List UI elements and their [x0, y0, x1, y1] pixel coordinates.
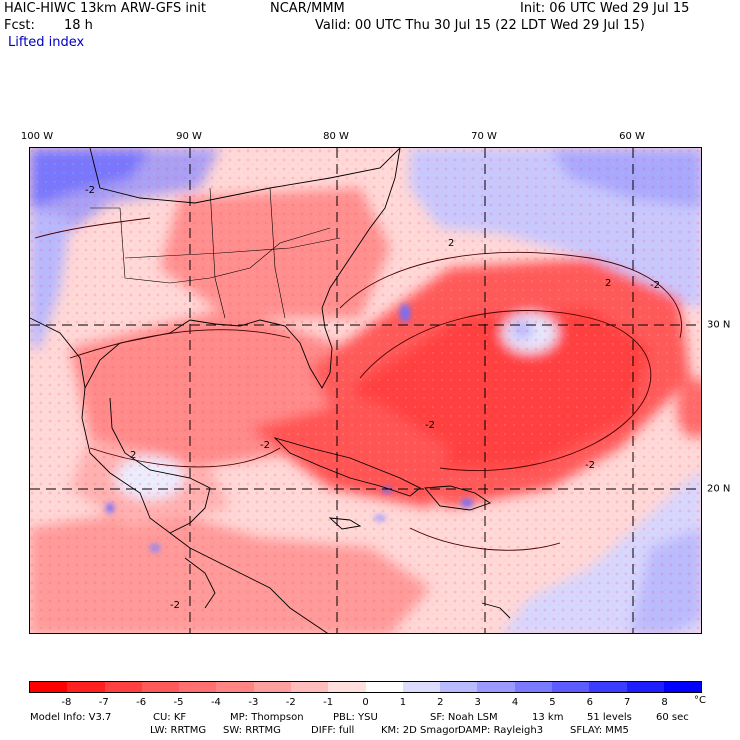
- footer-resolution: 13 km: [532, 712, 564, 723]
- colorbar-tick-label: -6: [136, 697, 147, 708]
- colorbar-tick-label: 1: [399, 697, 407, 708]
- colorbar-segment: [402, 682, 441, 692]
- colorbar-segment: [216, 682, 254, 692]
- colorbar-segment: [663, 682, 702, 692]
- state-borders: [90, 187, 341, 319]
- colorbar-segment: [328, 682, 366, 692]
- colorbar-tick-label: 6: [586, 697, 594, 708]
- footer-model-info: Model Info: V3.7: [30, 712, 112, 723]
- lifted-index-map: -2 -2 -2 -2 -2 -2 2 2 2: [29, 147, 702, 634]
- contour-label: 2: [605, 278, 611, 289]
- footer-mp: MP: Thompson: [230, 712, 304, 723]
- init-time: Init: 06 UTC Wed 29 Jul 15: [520, 1, 690, 16]
- footer-sw: SW: RRTMG: [223, 725, 281, 736]
- map-canvas: -2 -2 -2 -2 -2 -2 2 2 2: [30, 148, 701, 633]
- colorbar-tick-label: 7: [624, 697, 631, 708]
- footer-sflay: SFLAY: MM5: [570, 725, 629, 736]
- colorbar-tick-label: 0: [362, 697, 369, 708]
- footer-sf: SF: Noah LSM: [430, 712, 498, 723]
- colorbar-tick-label: -4: [210, 697, 221, 708]
- forecast-hour: 18 h: [64, 18, 93, 33]
- colorbar-segment: [141, 682, 180, 692]
- coastlines: [30, 148, 511, 633]
- colorbar: [29, 681, 702, 693]
- forecast-label: Fcst:: [4, 18, 35, 33]
- colorbar-tick-label: -2: [285, 697, 296, 708]
- contour-label: -2: [650, 280, 660, 291]
- contour-label: -2: [85, 185, 95, 196]
- contour-label: -2: [585, 460, 595, 471]
- colorbar-segment: [589, 682, 627, 692]
- colorbar-segment: [626, 682, 664, 692]
- colorbar-segment: [551, 682, 590, 692]
- colorbar-segment: [514, 682, 552, 692]
- footer-diff: DIFF: full: [311, 725, 355, 736]
- colorbar-tick-label: -3: [248, 697, 259, 708]
- lat-label-30n: 30 N: [707, 319, 731, 331]
- contour-label: -2: [170, 600, 180, 611]
- colorbar-segment: [179, 682, 217, 692]
- lon-label-100w: 100 W: [20, 131, 54, 142]
- colorbar-segment: [477, 682, 515, 692]
- model-title: HAIC-HIWC 13km ARW-GFS init: [4, 1, 206, 16]
- lon-label-70w: 70 W: [471, 131, 497, 142]
- lon-label-80w: 80 W: [323, 131, 349, 142]
- contour-label: -2: [425, 420, 435, 431]
- lon-label-60w: 60 W: [619, 131, 645, 142]
- field-name: Lifted index: [8, 35, 85, 50]
- colorbar-segment: [440, 682, 478, 692]
- footer-damp: DAMP: Rayleigh3: [458, 725, 544, 736]
- footer-pbl: PBL: YSU: [333, 712, 378, 723]
- footer-timestep: 60 sec: [656, 712, 689, 723]
- footer-levels: 51 levels: [587, 712, 632, 723]
- org-label: NCAR/MMM: [270, 1, 345, 16]
- colorbar-segment: [104, 682, 142, 692]
- colorbar-segment: [253, 682, 291, 692]
- colorbar-tick-label: -7: [98, 697, 109, 708]
- colorbar-segment: [290, 682, 329, 692]
- contour-label: -2: [260, 440, 270, 451]
- latlon-grid: [30, 148, 701, 633]
- footer-km: KM: 2D Smagor: [381, 725, 459, 736]
- colorbar-tick-label: 4: [511, 697, 519, 708]
- contours: [34, 217, 682, 551]
- colorbar-tick-label: 3: [474, 697, 481, 708]
- footer-cu: CU: KF: [153, 712, 187, 723]
- valid-time: Valid: 00 UTC Thu 30 Jul 15 (22 LDT Wed …: [315, 18, 645, 33]
- colorbar-unit: °C: [694, 695, 706, 706]
- lat-label-20n: 20 N: [707, 483, 731, 495]
- colorbar-tick-label: -5: [173, 697, 184, 708]
- lon-label-90w: 90 W: [176, 131, 202, 142]
- colorbar-tick-label: -8: [61, 697, 72, 708]
- footer-lw: LW: RRTMG: [150, 725, 207, 736]
- contour-label: 2: [130, 450, 136, 461]
- colorbar-tick-label: 8: [661, 697, 668, 708]
- colorbar-segment: [67, 682, 105, 692]
- colorbar-tick-label: 2: [437, 697, 444, 708]
- colorbar-tick-label: 5: [549, 697, 556, 708]
- contour-labels: -2 -2 -2 -2 -2 -2 2 2 2: [85, 185, 660, 611]
- contour-label: 2: [448, 238, 454, 249]
- colorbar-segment: [30, 682, 68, 692]
- colorbar-tick-label: -1: [323, 697, 334, 708]
- colorbar-segment: [365, 682, 403, 692]
